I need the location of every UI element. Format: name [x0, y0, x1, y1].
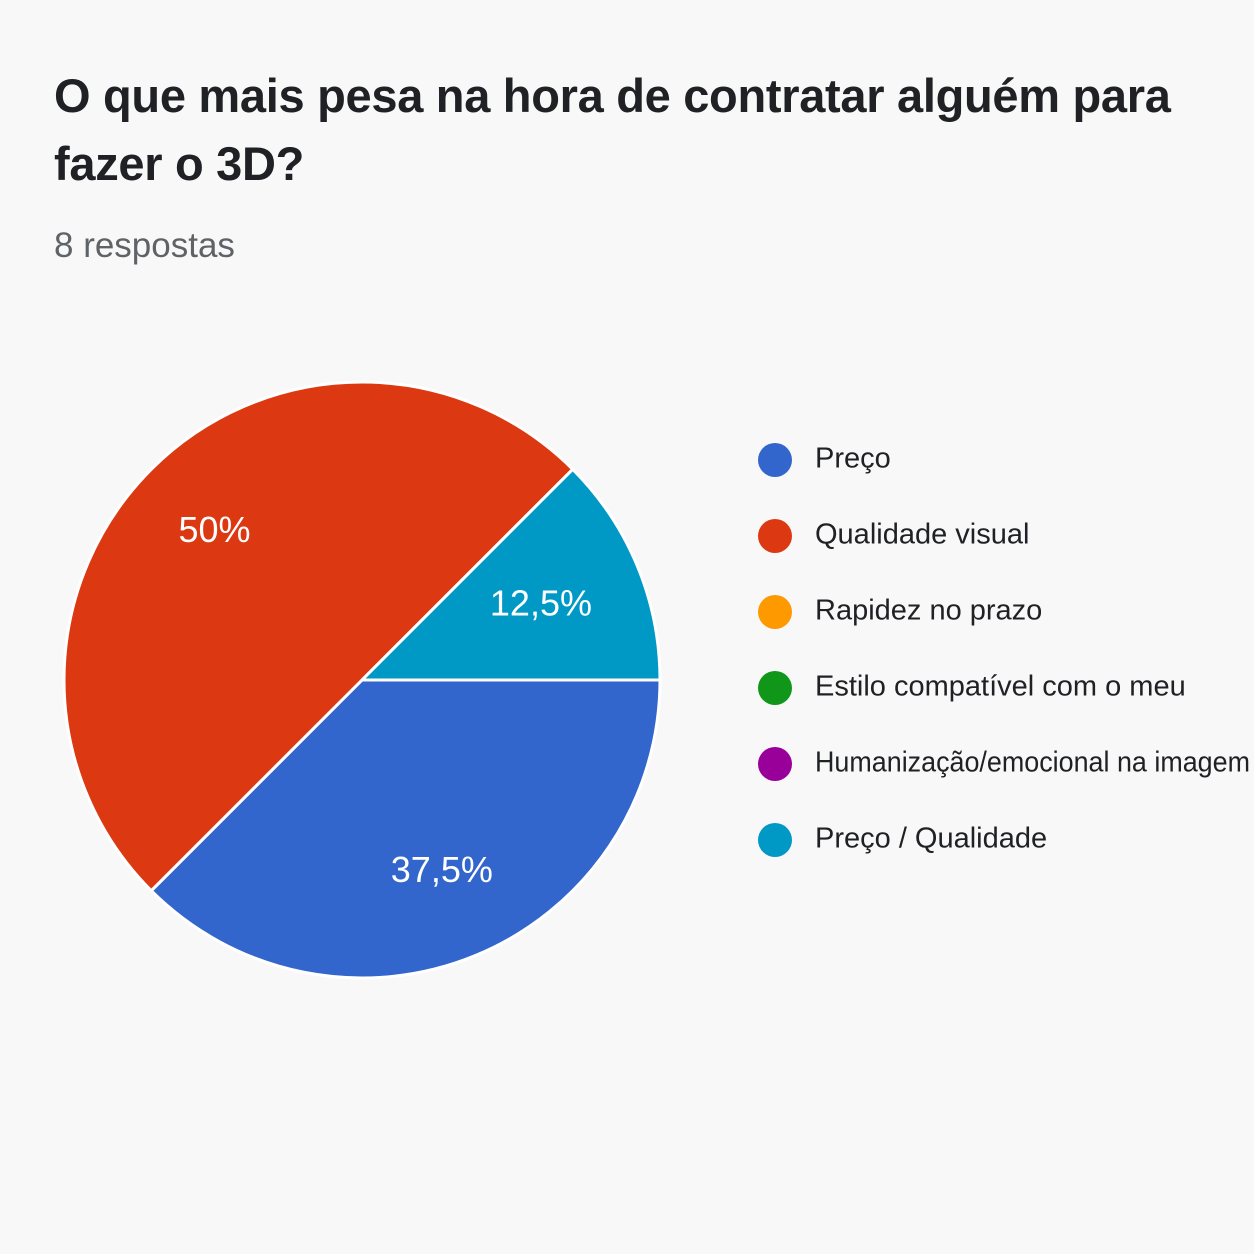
pie-slice-qualidade-visual: [62, 380, 575, 893]
chart-title: O que mais pesa na hora de contratar alg…: [54, 69, 1171, 190]
legend-item-preco: Preço: [758, 443, 891, 477]
legend-item-humanizacao-emocional-na-imagem: Humanização/emocional na imagem: [758, 747, 1250, 781]
legend-item-qualidade-visual: Qualidade visual: [758, 519, 1029, 553]
pie-slice-labels: 37,5% 50% 12,5%: [178, 509, 592, 890]
legend-swatch-preco: [758, 443, 792, 477]
legend-swatch-preco-qualidade: [758, 823, 792, 857]
slice-label-qualidade-visual: 50%: [178, 509, 250, 550]
legend-label-estilo-compativel-com-o-meu: Estilo compatível com o meu: [815, 671, 1186, 703]
legend-swatch-qualidade-visual: [758, 519, 792, 553]
pie-slice-preco-qualidade: [360, 467, 662, 682]
legend-label-rapidez-no-prazo: Rapidez no prazo: [815, 595, 1042, 627]
legend-swatch-rapidez-no-prazo: [758, 595, 792, 629]
legend-label-humanizacao-emocional-na-imagem: Humanização/emocional na imagem: [815, 747, 1250, 779]
slice-label-preco: 37,5%: [391, 849, 493, 890]
legend-swatch-humanizacao-emocional-na-imagem: [758, 747, 792, 781]
legend-item-preco-qualidade: Preço / Qualidade: [758, 823, 1047, 857]
pie-slice-preco: [149, 678, 662, 980]
legend-label-qualidade-visual: Qualidade visual: [815, 519, 1029, 551]
response-count: 8 respostas: [54, 226, 235, 265]
legend-item-estilo-compativel-com-o-meu: Estilo compatível com o meu: [758, 671, 1186, 705]
slice-label-preco-qualidade: 12,5%: [490, 582, 592, 623]
legend-label-preco: Preço: [815, 443, 891, 475]
pie-slices: [62, 380, 662, 980]
legend-label-preco-qualidade: Preço / Qualidade: [815, 823, 1047, 855]
chart-legend: Preço Qualidade visual Rapidez no prazo Est…: [758, 443, 1250, 857]
legend-item-rapidez-no-prazo: Rapidez no prazo: [758, 595, 1042, 629]
legend-swatch-estilo-compativel-com-o-meu: [758, 671, 792, 705]
